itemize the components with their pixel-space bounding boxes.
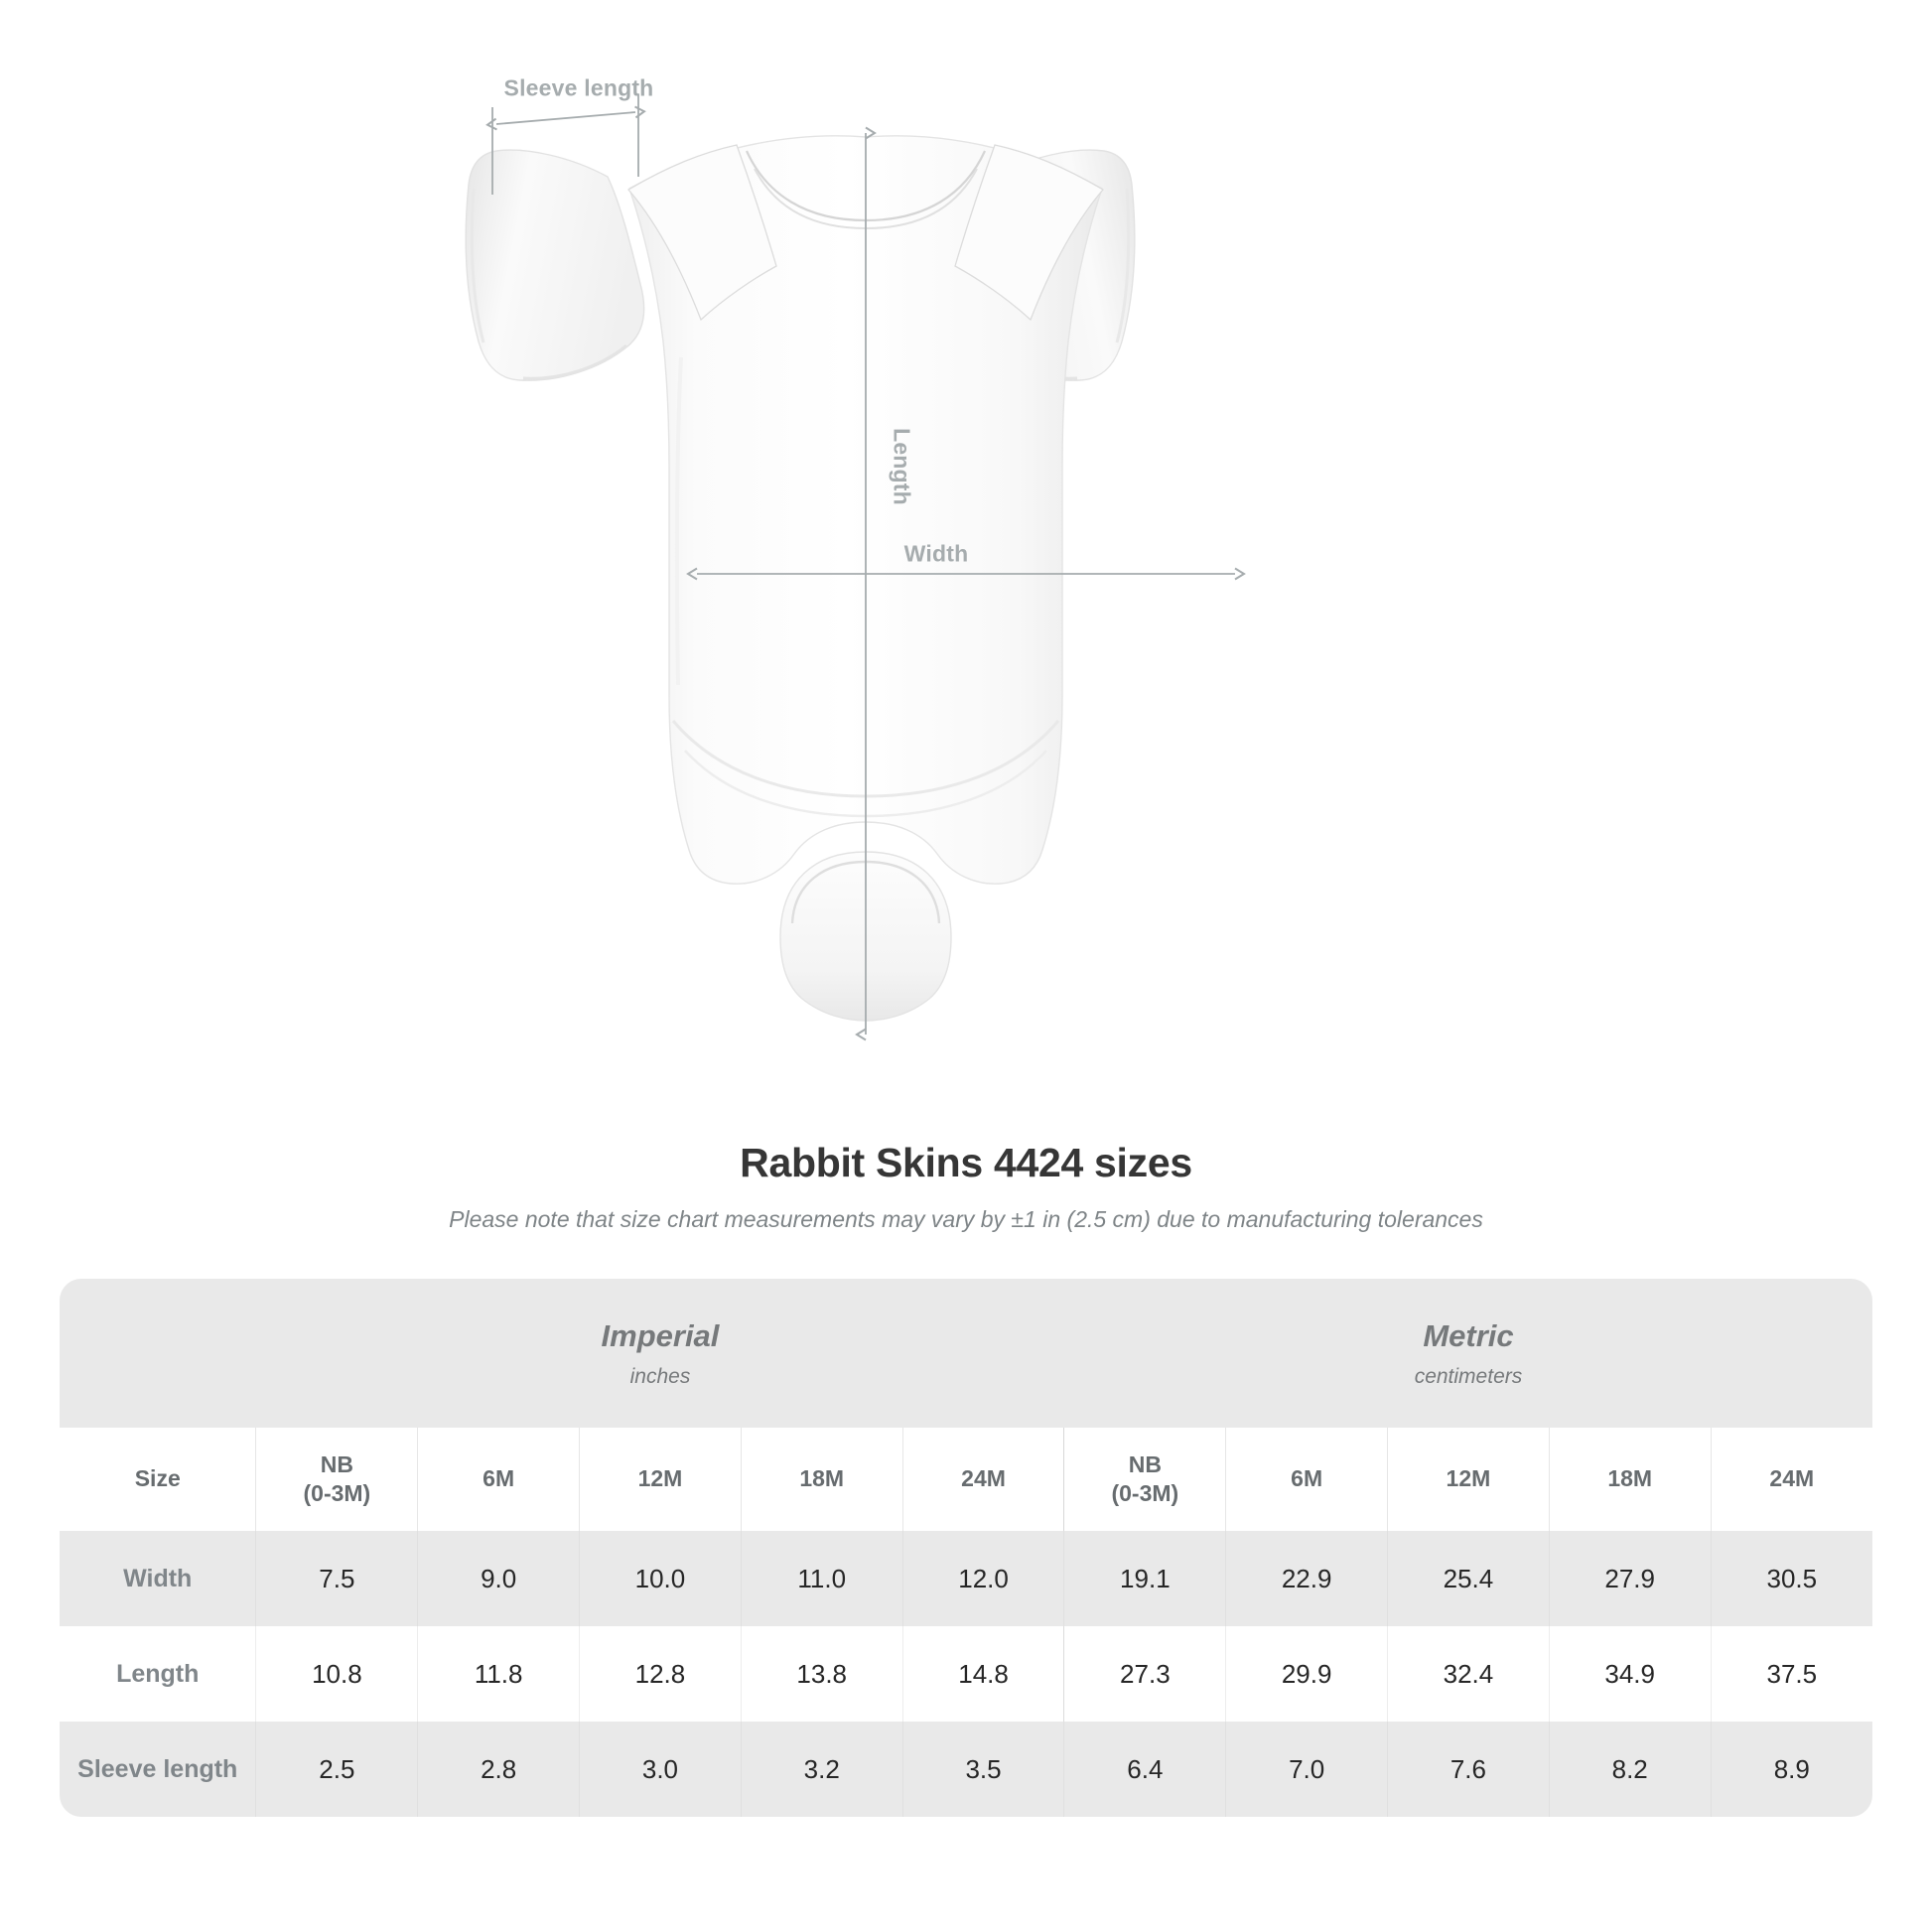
- cell-width-metric-24m: 30.5: [1710, 1531, 1872, 1626]
- unit-cell-imperial: Imperial inches: [255, 1279, 1064, 1428]
- cell-width-metric-nb: 19.1: [1063, 1531, 1226, 1626]
- table-row: Width 7.5 9.0 10.0 11.0 12.0 19.1 22.9 2…: [60, 1531, 1872, 1626]
- header-cell-imperial-24m: 24M: [901, 1428, 1064, 1531]
- header-cell-metric-6m: 6M: [1225, 1428, 1388, 1531]
- header-line1: 18M: [799, 1465, 845, 1492]
- cell-sleeve-imperial-12m: 3.0: [579, 1722, 742, 1817]
- cell-width-imperial-12m: 10.0: [579, 1531, 742, 1626]
- cell-length-metric-6m: 29.9: [1225, 1626, 1388, 1722]
- cell-length-imperial-6m: 11.8: [417, 1626, 580, 1722]
- row-label-width: Width: [60, 1531, 256, 1626]
- cell-sleeve-imperial-6m: 2.8: [417, 1722, 580, 1817]
- unit-band-row: Imperial inches Metric centimeters: [60, 1279, 1872, 1428]
- header-line1: 24M: [961, 1465, 1006, 1492]
- cell-length-metric-nb: 27.3: [1063, 1626, 1226, 1722]
- cell-width-imperial-24m: 12.0: [901, 1531, 1064, 1626]
- cell-width-imperial-6m: 9.0: [417, 1531, 580, 1626]
- size-table-wrapper: Imperial inches Metric centimeters Size …: [60, 1279, 1872, 1817]
- header-line1: 6M: [483, 1465, 515, 1492]
- header-cell-size: Size: [60, 1428, 256, 1531]
- header-cell-imperial-12m: 12M: [579, 1428, 742, 1531]
- header-line1: 24M: [1769, 1465, 1815, 1492]
- header-cell-imperial-nb: NB (0-3M): [255, 1428, 418, 1531]
- unit-name-imperial: Imperial: [601, 1318, 720, 1354]
- header-cell-metric-nb: NB (0-3M): [1063, 1428, 1226, 1531]
- sleeve-length-annotation-label: Sleeve length: [503, 74, 654, 101]
- row-label-sleeve-length: Sleeve length: [60, 1722, 256, 1817]
- garment-illustration: Sleeve length Length Width: [465, 74, 1246, 1041]
- cell-sleeve-imperial-24m: 3.5: [901, 1722, 1064, 1817]
- header-cell-imperial-6m: 6M: [417, 1428, 580, 1531]
- bodysuit-illustration-svg: [465, 94, 1246, 1041]
- row-label-length: Length: [60, 1626, 256, 1722]
- unit-sub-imperial: inches: [629, 1364, 691, 1388]
- cell-sleeve-metric-24m: 8.9: [1710, 1722, 1872, 1817]
- cell-sleeve-metric-nb: 6.4: [1063, 1722, 1226, 1817]
- cell-length-imperial-24m: 14.8: [901, 1626, 1064, 1722]
- page-title: Rabbit Skins 4424 sizes: [740, 1140, 1192, 1185]
- sleeve-length-dimension: [485, 94, 646, 195]
- page-subtitle: Please note that size chart measurements…: [449, 1206, 1483, 1232]
- cell-width-metric-6m: 22.9: [1225, 1531, 1388, 1626]
- cell-length-imperial-18m: 13.8: [740, 1626, 903, 1722]
- cell-sleeve-metric-6m: 7.0: [1225, 1722, 1388, 1817]
- table-header-row: Size NB (0-3M) 6M 12M 18M: [60, 1428, 1872, 1531]
- cell-width-metric-18m: 27.9: [1548, 1531, 1712, 1626]
- header-cell-imperial-18m: 18M: [740, 1428, 903, 1531]
- cell-length-metric-24m: 37.5: [1710, 1626, 1872, 1722]
- header-cell-metric-18m: 18M: [1548, 1428, 1712, 1531]
- size-table: Imperial inches Metric centimeters Size …: [60, 1279, 1872, 1817]
- cell-length-imperial-nb: 10.8: [255, 1626, 418, 1722]
- unit-name-metric: Metric: [1423, 1318, 1514, 1354]
- table-row: Sleeve length 2.5 2.8 3.0 3.2 3.5 6.4 7.…: [60, 1722, 1872, 1817]
- cell-width-metric-12m: 25.4: [1387, 1531, 1550, 1626]
- cell-length-imperial-12m: 12.8: [579, 1626, 742, 1722]
- cell-width-imperial-18m: 11.0: [740, 1531, 903, 1626]
- cell-sleeve-imperial-nb: 2.5: [255, 1722, 418, 1817]
- header-line1: 18M: [1607, 1465, 1653, 1492]
- header-line1: NB: [1128, 1450, 1162, 1477]
- unit-cell-metric: Metric centimeters: [1063, 1279, 1872, 1428]
- cell-sleeve-metric-12m: 7.6: [1387, 1722, 1550, 1817]
- header-line1: NB: [320, 1450, 353, 1477]
- header-cell-metric-24m: 24M: [1710, 1428, 1872, 1531]
- length-annotation-label: Length: [889, 428, 915, 505]
- unit-band-spacer: [60, 1279, 256, 1428]
- unit-sub-metric: centimeters: [1414, 1364, 1523, 1388]
- header-line2: (0-3M): [1111, 1480, 1179, 1506]
- left-sleeve: [465, 149, 645, 381]
- cell-width-imperial-nb: 7.5: [255, 1531, 418, 1626]
- header-cell-metric-12m: 12M: [1387, 1428, 1550, 1531]
- header-line1: 12M: [637, 1465, 683, 1492]
- cell-sleeve-metric-18m: 8.2: [1548, 1722, 1712, 1817]
- header-line1: 12M: [1446, 1465, 1491, 1492]
- header-size-label: Size: [134, 1465, 181, 1492]
- header-line2: (0-3M): [303, 1480, 371, 1506]
- cell-length-metric-12m: 32.4: [1387, 1626, 1550, 1722]
- table-row: Length 10.8 11.8 12.8 13.8 14.8 27.3 29.…: [60, 1626, 1872, 1722]
- cell-length-metric-18m: 34.9: [1548, 1626, 1712, 1722]
- width-annotation-label: Width: [903, 540, 969, 567]
- header-line1: 6M: [1291, 1465, 1323, 1492]
- cell-sleeve-imperial-18m: 3.2: [740, 1722, 903, 1817]
